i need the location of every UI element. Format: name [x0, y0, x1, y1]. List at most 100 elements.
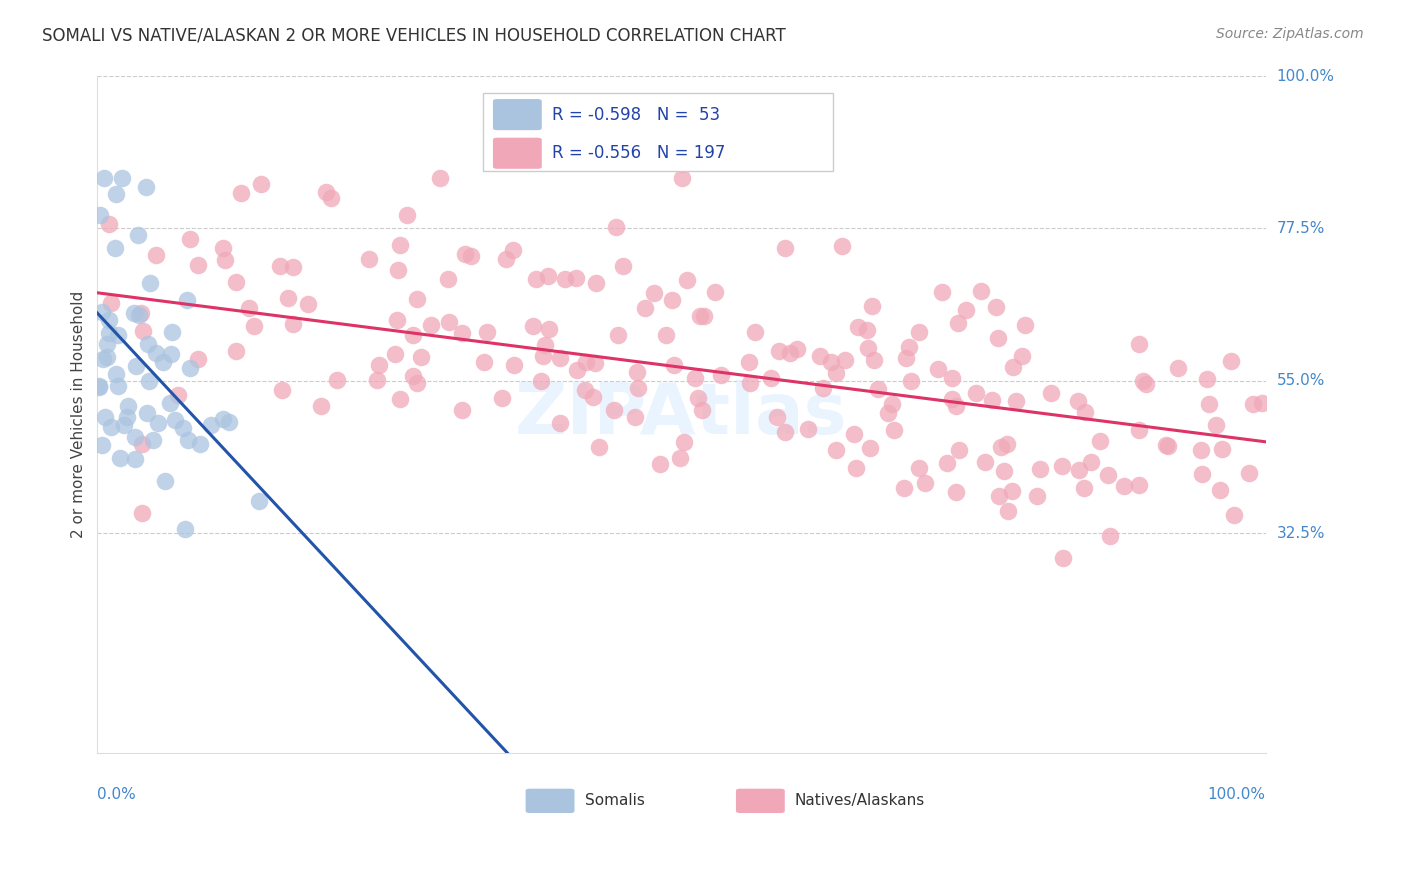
Point: [87, 378, 110, 392]
Point: [1198, 396, 1220, 410]
Point: [935, 456, 957, 470]
Point: [475, 325, 498, 339]
Point: [981, 393, 1004, 408]
Point: [1222, 508, 1244, 523]
Point: [993, 464, 1015, 478]
Text: ZIPAtlas: ZIPAtlas: [515, 380, 848, 450]
Point: [811, 381, 834, 395]
FancyBboxPatch shape: [492, 98, 543, 131]
Point: [710, 368, 733, 383]
Point: [281, 260, 304, 274]
Point: [131, 507, 153, 521]
Point: [179, 360, 201, 375]
Point: [98, 326, 121, 340]
Point: [172, 421, 194, 435]
Point: [927, 362, 949, 376]
Point: [583, 356, 606, 370]
Point: [537, 269, 560, 284]
Point: [550, 416, 572, 430]
Point: [1067, 394, 1090, 409]
Point: [1050, 458, 1073, 473]
Point: [880, 397, 903, 411]
Point: [1128, 477, 1150, 491]
Point: [883, 423, 905, 437]
Point: [211, 241, 233, 255]
Point: [908, 460, 931, 475]
Point: [100, 420, 122, 434]
Point: [662, 358, 685, 372]
Point: [91, 438, 114, 452]
Point: [585, 276, 607, 290]
Point: [200, 417, 222, 432]
Point: [389, 392, 412, 407]
Point: [1074, 405, 1097, 419]
Point: [491, 391, 513, 405]
Point: [1220, 354, 1243, 368]
Point: [548, 351, 571, 365]
Point: [1241, 397, 1264, 411]
Point: [676, 273, 699, 287]
Point: [100, 295, 122, 310]
Point: [176, 293, 198, 307]
Point: [93, 170, 115, 185]
Point: [124, 452, 146, 467]
Point: [567, 362, 589, 376]
Point: [107, 379, 129, 393]
Point: [357, 252, 380, 267]
Text: Source: ZipAtlas.com: Source: ZipAtlas.com: [1216, 27, 1364, 41]
Point: [472, 355, 495, 369]
Point: [135, 180, 157, 194]
Point: [277, 291, 299, 305]
Point: [534, 338, 557, 352]
Point: [225, 343, 247, 358]
Point: [129, 306, 152, 320]
Point: [174, 522, 197, 536]
Point: [941, 392, 963, 406]
Point: [117, 399, 139, 413]
Point: [848, 320, 870, 334]
Point: [858, 341, 880, 355]
Point: [1237, 467, 1260, 481]
Point: [877, 406, 900, 420]
Point: [669, 451, 692, 466]
Point: [238, 301, 260, 316]
Point: [738, 354, 761, 368]
Point: [914, 476, 936, 491]
Point: [1026, 489, 1049, 503]
Point: [768, 344, 790, 359]
Point: [91, 351, 114, 366]
Point: [96, 337, 118, 351]
Point: [831, 239, 853, 253]
Point: [105, 368, 128, 382]
Point: [124, 430, 146, 444]
Point: [187, 352, 209, 367]
Point: [612, 259, 634, 273]
Point: [271, 383, 294, 397]
Point: [643, 286, 665, 301]
Point: [104, 187, 127, 202]
Point: [136, 406, 159, 420]
Point: [437, 272, 460, 286]
Point: [1029, 462, 1052, 476]
Point: [856, 323, 879, 337]
Point: [948, 442, 970, 457]
Point: [1001, 484, 1024, 499]
Point: [988, 489, 1011, 503]
Point: [177, 433, 200, 447]
Point: [1166, 360, 1188, 375]
Point: [624, 410, 647, 425]
Point: [824, 367, 846, 381]
Point: [1197, 372, 1219, 386]
Point: [1005, 393, 1028, 408]
Point: [145, 346, 167, 360]
Point: [683, 370, 706, 384]
Point: [671, 157, 693, 171]
Text: 55.0%: 55.0%: [1277, 374, 1324, 388]
FancyBboxPatch shape: [492, 137, 543, 169]
Point: [450, 403, 472, 417]
Text: Natives/Alaskans: Natives/Alaskans: [794, 793, 925, 808]
Point: [524, 272, 547, 286]
Point: [367, 358, 389, 372]
Point: [1132, 374, 1154, 388]
Point: [309, 399, 332, 413]
